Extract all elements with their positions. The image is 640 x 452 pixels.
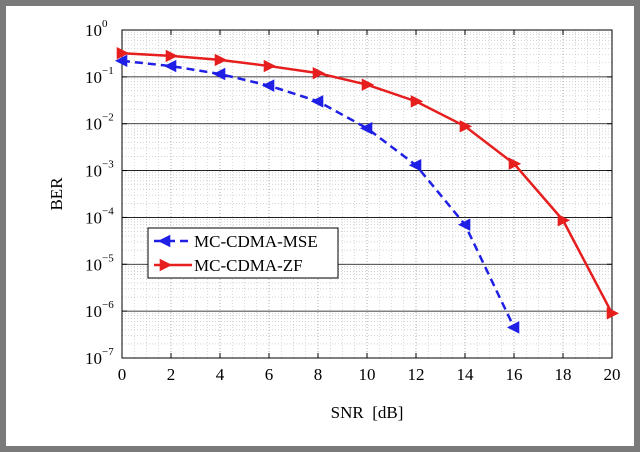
series-point <box>165 49 179 63</box>
y-tick-label: 10 <box>85 162 102 181</box>
y-tick-label-exponent: −4 <box>102 205 114 217</box>
x-tick-label: 12 <box>408 365 425 384</box>
y-tick-label-exponent: 0 <box>102 18 108 30</box>
series-point <box>606 307 620 320</box>
series-point <box>310 95 324 108</box>
y-tick-label-exponent: −5 <box>102 252 114 264</box>
series-point <box>361 78 375 91</box>
x-tick-label: 14 <box>457 365 475 384</box>
x-tick-labels: 0 2 4 6 8 10 12 14 16 18 20 <box>118 365 621 384</box>
y-tick-label: 10 <box>85 349 102 368</box>
y-tick-label-exponent: −1 <box>102 65 114 77</box>
legend-label: MC-CDMA-ZF <box>194 256 303 275</box>
series-point <box>312 66 326 80</box>
series-point <box>508 157 522 170</box>
y-tick-label-exponent: −6 <box>102 299 114 311</box>
series-point <box>506 321 520 334</box>
x-tick-label: 8 <box>314 365 323 384</box>
series-point <box>557 214 571 227</box>
y-tick-label: 10 <box>85 208 102 227</box>
series-point <box>457 218 471 231</box>
series-point <box>261 79 275 92</box>
y-tick-label: 10 <box>85 255 102 274</box>
x-tick-label: 0 <box>118 365 127 384</box>
plot-area <box>122 30 612 358</box>
series-layer <box>114 46 620 334</box>
legend-swatch-marker <box>157 234 171 248</box>
y-axis-label: BER <box>47 177 66 211</box>
legend: MC-CDMA-MSE MC-CDMA-ZF <box>147 227 339 279</box>
series-mc-cdma-zf <box>116 46 620 320</box>
legend-box <box>147 227 339 279</box>
x-tick-label: 6 <box>265 365 274 384</box>
x-tick-label: 10 <box>359 365 376 384</box>
series-mc-cdma-mse <box>114 54 520 334</box>
legend-swatch-marker <box>159 258 173 272</box>
x-tick-label: 20 <box>604 365 621 384</box>
legend-label: MC-CDMA-MSE <box>194 232 318 251</box>
x-tick-label: 4 <box>216 365 225 384</box>
y-tick-label: 10 <box>85 302 102 321</box>
series-point <box>408 159 422 172</box>
y-tick-label: 10 <box>85 68 102 87</box>
x-axis-label: SNR [dB] <box>331 403 404 422</box>
series-point <box>163 59 177 73</box>
series-point <box>410 95 424 108</box>
series-point <box>359 122 373 135</box>
series-point <box>212 67 226 81</box>
series-point <box>214 53 228 67</box>
y-tick-label-exponent: −7 <box>102 346 114 358</box>
x-tick-label: 2 <box>167 365 176 384</box>
x-tick-label: 16 <box>506 365 523 384</box>
y-tick-label: 10 <box>85 115 102 134</box>
series-point <box>263 59 277 73</box>
y-tick-label-exponent: −3 <box>102 159 114 171</box>
series-point <box>459 120 473 133</box>
y-tick-label-exponent: −2 <box>102 112 114 124</box>
x-tick-label: 18 <box>555 365 572 384</box>
series-point <box>116 46 130 60</box>
y-tick-label: 10 <box>85 21 102 40</box>
series-point <box>114 54 128 68</box>
